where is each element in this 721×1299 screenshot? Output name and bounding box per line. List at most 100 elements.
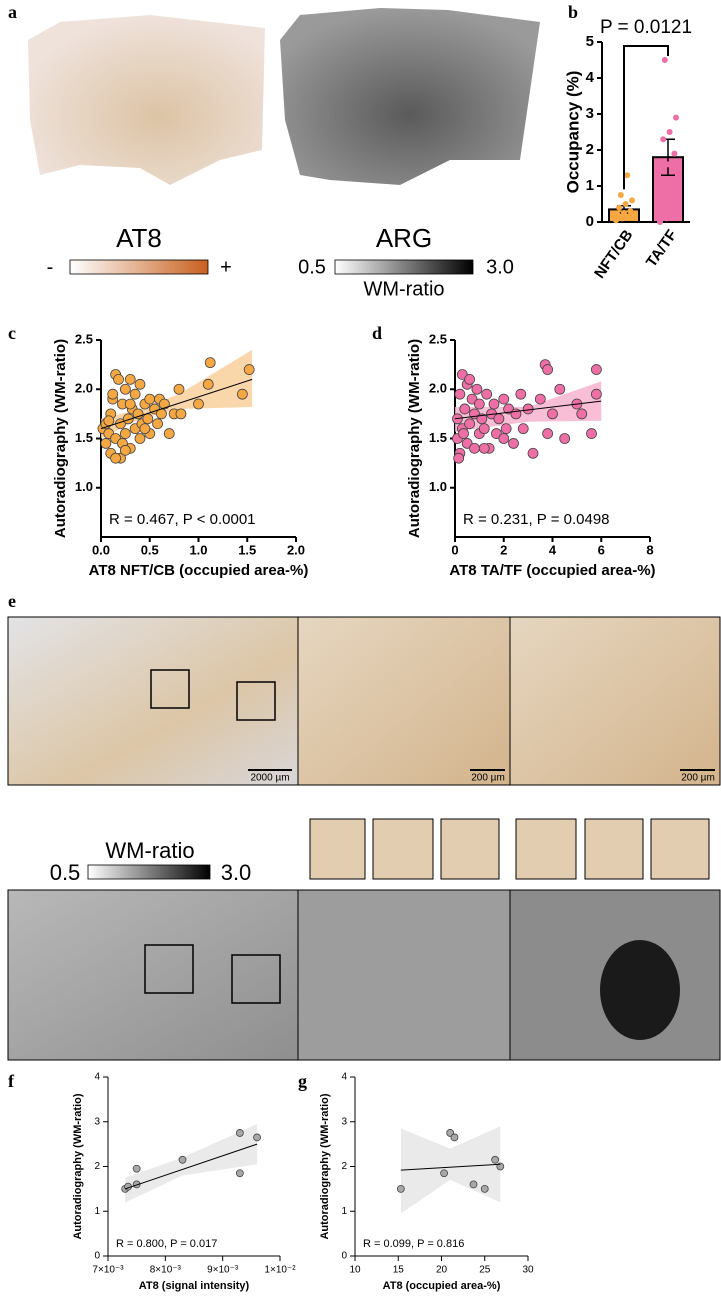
y-tick-label: 0: [586, 213, 594, 230]
y-tick-label: 3: [586, 105, 594, 122]
roi-box: [231, 954, 281, 1004]
scale-bar-label: 200 µm: [681, 773, 715, 784]
y-tick-label: 4: [341, 1072, 347, 1083]
roi-box: [236, 681, 276, 721]
confidence-band: [125, 1123, 258, 1203]
data-point: [129, 388, 141, 400]
data-point: [590, 388, 602, 400]
data-point: [453, 452, 465, 464]
data-point: [119, 444, 131, 456]
data-point: [478, 423, 490, 435]
autoradiography-zoom-image: [297, 889, 511, 1061]
x-tick-label: 30: [522, 1265, 534, 1276]
data-point: [657, 219, 663, 225]
x-axis-label: AT8 NFT/CB (occupied area-%): [89, 562, 309, 579]
data-point: [542, 428, 554, 439]
significance-label: P = 0.0121: [600, 17, 692, 38]
data-point: [235, 1169, 244, 1178]
data-point: [396, 1184, 405, 1193]
data-point: [661, 57, 668, 63]
scale-bar-label: 200 µm: [471, 773, 505, 784]
x-tick-label: 8: [646, 542, 653, 557]
data-point: [113, 373, 124, 385]
inset-image: [309, 818, 366, 880]
data-point: [124, 398, 136, 410]
data-point: [480, 1184, 489, 1193]
data-point: [236, 388, 248, 400]
data-point: [440, 1169, 448, 1178]
roi-box: [144, 944, 194, 994]
x-tick-label: 10: [349, 1265, 361, 1276]
x-tick-label: 1.0: [189, 542, 207, 557]
panel-label: a: [8, 2, 17, 22]
y-axis-label: Autoradiography (WM-ratio): [319, 1093, 331, 1239]
x-tick-label: 2.0: [287, 542, 305, 557]
inset-image: [515, 818, 577, 880]
data-point: [464, 373, 476, 385]
y-axis-label: Occupancy (%): [563, 71, 582, 194]
at8-colorbar: [69, 259, 209, 275]
data-point: [152, 418, 163, 430]
data-point: [576, 408, 588, 420]
x-tick-label: 9×10⁻³: [207, 1265, 239, 1276]
data-point: [616, 204, 623, 211]
data-point: [663, 215, 670, 222]
panel-label: d: [372, 323, 382, 343]
y-tick-label: 1: [341, 1206, 347, 1217]
arg-colorbar-unit: WM-ratio: [363, 278, 444, 300]
data-point: [253, 1133, 261, 1142]
wm-colorbar-max: 3.0: [221, 860, 252, 885]
data-point: [473, 398, 485, 410]
data-point: [488, 398, 500, 410]
data-point: [144, 393, 156, 405]
x-tick-label: 0: [451, 542, 458, 557]
data-point: [243, 364, 255, 375]
x-tick-label: 15: [393, 1265, 405, 1276]
x-tick-label: 2: [500, 542, 507, 557]
stats-annotation: R = 0.467, P < 0.0001: [109, 511, 256, 528]
histology-zoom-image: [297, 616, 511, 786]
inset-image: [584, 818, 644, 880]
data-point: [158, 398, 170, 410]
data-point: [671, 150, 678, 157]
y-tick-label: 1: [94, 1206, 100, 1217]
data-point: [103, 415, 115, 427]
histology-zoom-image: [509, 616, 721, 786]
data-point: [175, 408, 187, 420]
data-point: [498, 433, 510, 444]
y-tick-label: 0: [341, 1251, 347, 1262]
data-point: [481, 388, 493, 400]
y-tick-label: 1.5: [75, 430, 93, 445]
arg-section-image: [280, 8, 540, 185]
panel-label: b: [568, 2, 578, 22]
at8-label: AT8: [116, 223, 162, 253]
data-point: [163, 428, 175, 439]
y-tick-label: 2.0: [75, 381, 93, 396]
data-point: [517, 423, 529, 435]
data-point: [193, 398, 204, 410]
data-point: [534, 393, 546, 405]
data-point: [614, 211, 621, 218]
data-point: [547, 408, 558, 420]
y-axis-label: Autoradiography (WM-ratio): [52, 339, 69, 538]
data-point: [619, 215, 626, 222]
significance-bracket: [623, 45, 669, 190]
regression-line: [100, 378, 253, 430]
autoradiography-overview-image: [7, 889, 299, 1061]
inset-image: [440, 818, 500, 880]
x-tick-label: 4: [549, 542, 557, 557]
data-point: [139, 423, 151, 435]
wm-colorbar-min: 0.5: [50, 860, 81, 885]
data-point: [204, 357, 216, 369]
data-point: [491, 1155, 500, 1164]
x-axis-label: AT8 (signal intensity): [139, 1280, 250, 1292]
y-axis-label: Autoradiography (WM-ratio): [406, 339, 423, 538]
data-point: [478, 442, 490, 454]
panel-label: g: [298, 1071, 307, 1091]
inset-image: [650, 818, 710, 880]
data-point: [173, 383, 185, 395]
data-point: [510, 408, 522, 420]
roi-box: [150, 669, 190, 709]
data-point: [629, 197, 635, 204]
